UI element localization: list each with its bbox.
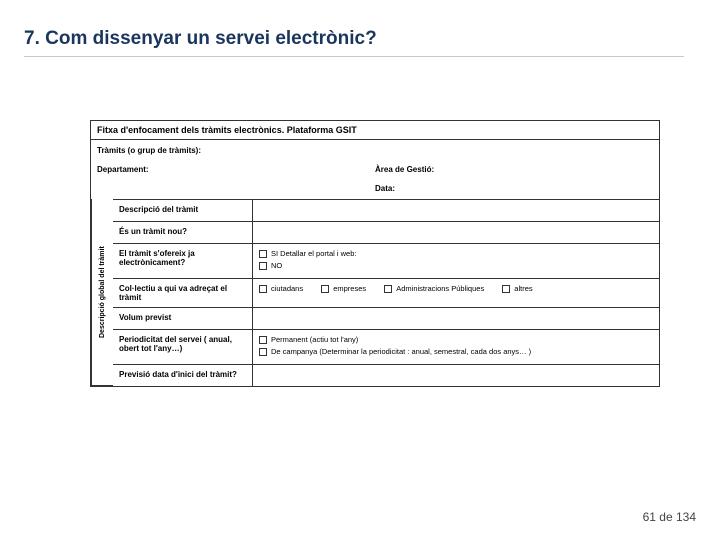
row-nou-value [253,221,659,243]
checkbox-admin-label: Administracions Públiques [396,284,484,293]
field-data: Data: [375,184,653,193]
form-container: Fitxa d'enfocament dels tràmits electròn… [90,120,660,387]
checkbox-altres-label: altres [514,284,532,293]
row-descripcio-label: Descripció del tràmit [113,199,253,221]
field-empty [97,184,375,193]
row-previsio-label: Previsió data d'inici del tràmit? [113,364,253,386]
row-collectiu-label: Col·lectiu a qui va adreçat el tràmit [113,278,253,307]
form-lower-grid: Descripció global del tràmit Descripció … [91,199,659,386]
checkbox-campanya-label: De campanya (Determinar la periodicitat … [271,347,531,356]
checkbox-admin: Administracions Públiques [384,284,484,293]
checkbox-box-icon [259,285,267,293]
checkbox-box-icon [259,250,267,258]
row-ofereix-label: El tràmit s'ofereix ja electrònicament? [113,243,253,278]
field-area: Àrea de Gestió: [375,165,653,174]
checkbox-box-icon [259,336,267,344]
checkbox-no-label: NO [271,261,282,270]
checkbox-box-icon [321,285,329,293]
row-volum-label: Volum previst [113,307,253,329]
row-nou-label: És un tràmit nou? [113,221,253,243]
checkbox-permanent: Permanent (actiu tot l'any) [259,335,637,344]
checkbox-empreses-label: empreses [333,284,366,293]
checkbox-si-label: SI Detallar el portal i web: [271,249,356,258]
checkbox-si: SI Detallar el portal i web: [259,249,637,258]
checkbox-permanent-label: Permanent (actiu tot l'any) [271,335,358,344]
row-ofereix-value: SI Detallar el portal i web: NO [253,243,659,278]
checkbox-box-icon [502,285,510,293]
form-header: Fitxa d'enfocament dels tràmits electròn… [91,121,659,140]
row-periodicitat-label: Periodicitat del servei ( anual, obert t… [113,329,253,364]
field-tramits: Tràmits (o grup de tràmits): [97,146,653,155]
field-departament: Departament: [97,165,375,174]
checkbox-box-icon [259,348,267,356]
checkbox-box-icon [384,285,392,293]
form-top-fields: Tràmits (o grup de tràmits): Departament… [91,140,659,199]
checkbox-no: NO [259,261,637,270]
slide-title: 7. Com dissenyar un servei electrònic? [24,28,684,57]
checkbox-altres: altres [502,284,532,293]
checkbox-campanya: De campanya (Determinar la periodicitat … [259,347,637,356]
checkbox-ciutadans-label: ciutadans [271,284,303,293]
checkbox-box-icon [259,262,267,270]
row-collectiu-value: ciutadans empreses Administracions Públi… [253,278,659,307]
vertical-section-label: Descripció global del tràmit [91,199,113,386]
checkbox-ciutadans: ciutadans [259,284,303,293]
row-previsio-value [253,364,659,386]
row-descripcio-value [253,199,659,221]
page-number: 61 de 134 [643,510,696,524]
checkbox-empreses: empreses [321,284,366,293]
row-volum-value [253,307,659,329]
row-periodicitat-value: Permanent (actiu tot l'any) De campanya … [253,329,659,364]
